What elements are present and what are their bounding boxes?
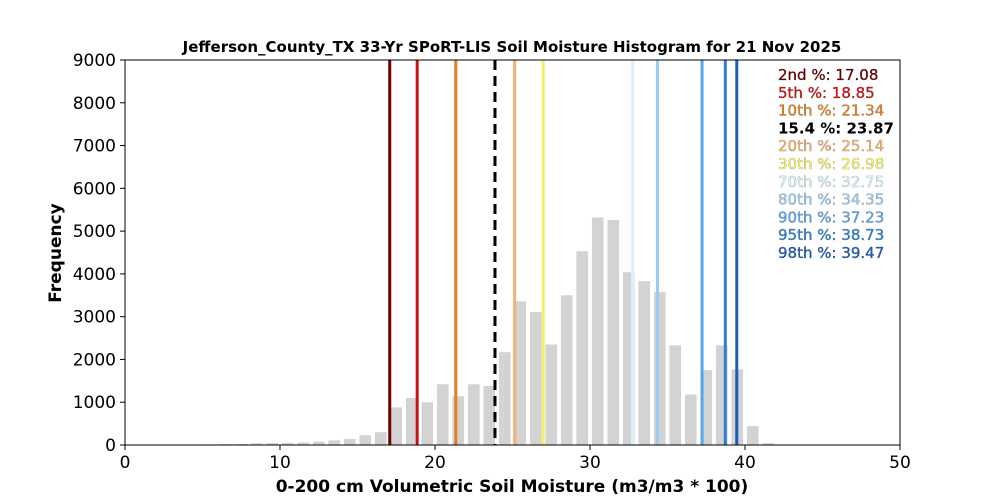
histogram-bar	[452, 396, 465, 445]
x-tick-label: 30	[579, 453, 601, 473]
percentile-lines-layer	[388, 60, 739, 445]
y-tick-label: 0	[105, 436, 116, 456]
histogram-bar	[498, 352, 511, 445]
histogram-bar	[483, 385, 496, 445]
histogram-bar	[529, 311, 542, 445]
histogram-bar	[390, 407, 403, 445]
legend-entry: 70th %: 32.75	[778, 173, 884, 191]
x-tick-label: 10	[269, 453, 291, 473]
plot-area-frame	[124, 59, 901, 446]
histogram-bar	[746, 426, 759, 445]
legend-entry: 30th %: 26.98	[778, 155, 884, 173]
histogram-bar	[312, 441, 325, 445]
x-axis-ticks: 0 10 20 30 40 50	[120, 445, 911, 473]
histogram-bar	[436, 384, 449, 445]
histogram-bar	[281, 442, 294, 445]
histogram-bar	[266, 443, 279, 445]
histogram-bar	[669, 345, 682, 445]
histogram-bar	[700, 370, 713, 445]
x-tick-label: 50	[889, 453, 911, 473]
legend-entry: 98th %: 39.47	[778, 244, 884, 262]
x-tick-label: 40	[734, 453, 756, 473]
y-tick-label: 3000	[73, 308, 116, 328]
histogram-bar	[576, 251, 589, 445]
x-tick-label: 20	[424, 453, 446, 473]
histogram-bar	[405, 397, 418, 445]
histogram-bar	[560, 295, 573, 445]
histogram-bar	[343, 439, 356, 445]
bars-layer	[157, 217, 775, 445]
legend-entry: 5th %: 18.85	[778, 84, 875, 102]
y-tick-label: 5000	[73, 222, 116, 242]
histogram-bar	[514, 301, 527, 445]
histogram-bar	[545, 344, 558, 445]
histogram-bar	[374, 432, 387, 445]
legend-entry: 2nd %: 17.08	[778, 66, 878, 84]
y-tick-label: 8000	[73, 94, 116, 114]
x-axis-title: 0-200 cm Volumetric Soil Moisture (m3/m3…	[276, 477, 749, 497]
y-axis-title: Frequency	[46, 203, 66, 303]
y-tick-label: 6000	[73, 179, 116, 199]
y-tick-label: 7000	[73, 137, 116, 157]
histogram-bar	[762, 443, 775, 445]
legend-entry: 10th %: 21.34	[778, 102, 884, 120]
legend-entry: 15.4 %: 23.87	[778, 119, 894, 137]
histogram-bar	[297, 442, 310, 445]
y-tick-label: 1000	[73, 393, 116, 413]
histogram-bar	[715, 345, 728, 445]
histogram-bar	[653, 291, 666, 445]
y-tick-label: 4000	[73, 265, 116, 285]
histogram-bar	[467, 384, 480, 445]
histogram-bar	[235, 443, 248, 445]
histogram-bar	[250, 443, 263, 445]
y-axis-ticks: 0 1000 2000 3000 4000 5000 6000 7000 8000 9000	[73, 51, 125, 456]
histogram-bar	[622, 272, 635, 445]
histogram-bar	[684, 394, 697, 445]
histogram-bar	[421, 402, 434, 445]
histogram-bar	[591, 217, 604, 445]
y-tick-label: 9000	[73, 51, 116, 71]
legend-entry: 20th %: 25.14	[778, 137, 884, 155]
chart-title: Jefferson_County_TX 33-Yr SPoRT-LIS Soil…	[182, 38, 842, 56]
histogram-bar	[638, 281, 651, 445]
legend-entry: 80th %: 34.35	[778, 191, 884, 209]
y-tick-label: 2000	[73, 350, 116, 370]
x-tick-label: 0	[120, 453, 131, 473]
legend-entry: 95th %: 38.73	[778, 226, 884, 244]
histogram-bar	[359, 435, 372, 445]
histogram-bar	[607, 219, 620, 445]
histogram-bar	[328, 440, 341, 445]
legend-entry: 90th %: 37.23	[778, 208, 884, 226]
